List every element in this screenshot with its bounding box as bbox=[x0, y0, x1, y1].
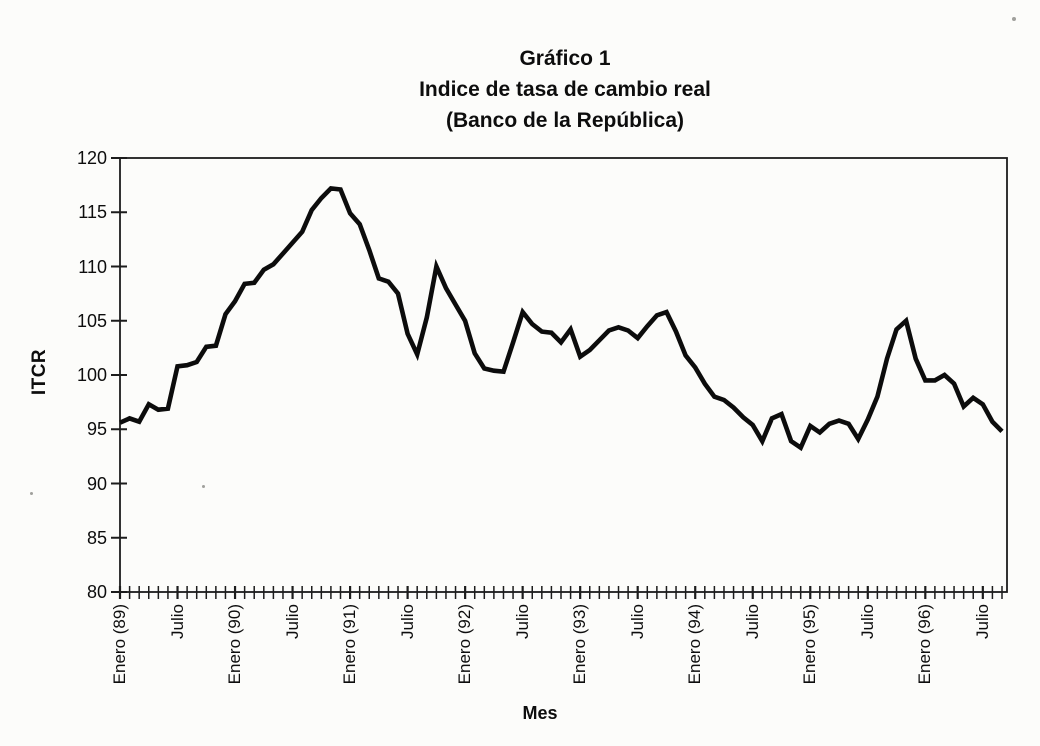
x-tick-label: Enero (89) bbox=[110, 604, 129, 685]
plot-frame bbox=[119, 157, 1008, 593]
chart-title: Gráfico 1 Indice de tasa de cambio real … bbox=[123, 43, 1007, 136]
scan-artifact-dot bbox=[202, 485, 205, 488]
x-tick-label: Enero (94) bbox=[685, 604, 705, 685]
x-tick-label: Enero (93) bbox=[570, 604, 590, 685]
x-tick-label: Julio bbox=[167, 604, 187, 639]
itcr-series-line bbox=[119, 185, 1004, 452]
y-tick-label: 100 bbox=[76, 365, 107, 385]
x-tick-label: Enero (92) bbox=[455, 604, 475, 685]
x-tick-label: Julio bbox=[742, 604, 762, 639]
y-tick-label: 110 bbox=[78, 256, 107, 277]
x-tick-label: Julio bbox=[397, 604, 417, 639]
x-tick-label: Julio bbox=[282, 604, 302, 639]
y-tick-label: 90 bbox=[86, 473, 107, 494]
y-tick-label: 95 bbox=[86, 419, 107, 440]
y-tick-label: 120 bbox=[76, 148, 107, 168]
x-axis-title: Mes bbox=[522, 703, 558, 723]
x-tick-label: Enero (96) bbox=[915, 604, 935, 685]
chart-title-line3: (Banco de la República) bbox=[445, 109, 685, 132]
x-tick-label: Julio bbox=[512, 604, 532, 639]
chart-title-line2: Indice de tasa de cambio real bbox=[419, 78, 711, 101]
x-tick-label: Julio bbox=[627, 604, 647, 639]
x-tick-label: Julio bbox=[972, 604, 992, 639]
scan-artifact-dot bbox=[1012, 17, 1016, 21]
x-tick-label: Enero (90) bbox=[225, 604, 245, 685]
y-tick-label: 85 bbox=[86, 527, 107, 548]
y-tick-label: 80 bbox=[86, 582, 107, 602]
x-tick-label: Enero (91) bbox=[340, 604, 360, 685]
scan-artifact-dot bbox=[30, 492, 33, 495]
x-tick-label: Julio bbox=[857, 604, 877, 639]
y-tick-label: 105 bbox=[76, 310, 107, 331]
chart-title-line1: Gráfico 1 bbox=[519, 47, 611, 70]
x-tick-label: Enero (95) bbox=[800, 604, 820, 685]
y-tick-label: 115 bbox=[78, 202, 107, 223]
